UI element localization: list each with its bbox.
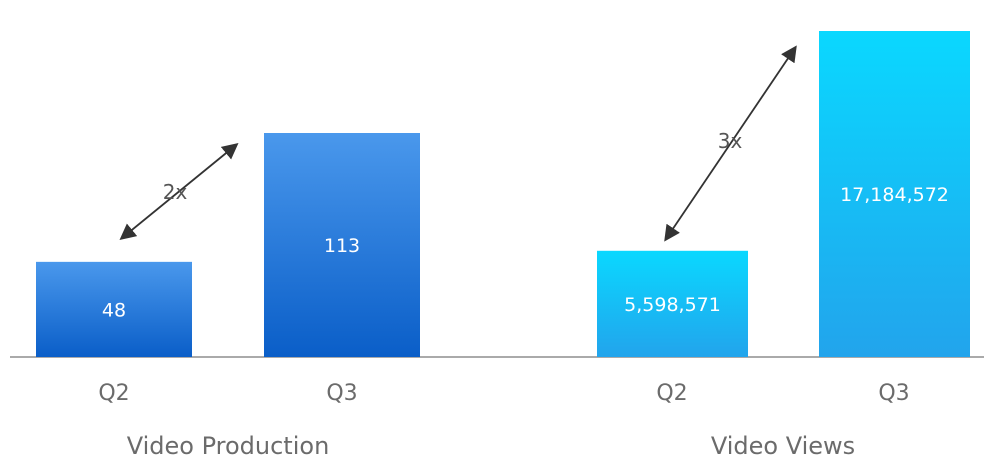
value-label-views-q3: 17,184,572 — [840, 184, 949, 206]
chart-group-video-views: 5,598,571 17,184,572 Q2 Q3 Video Views 3… — [597, 31, 970, 459]
group-title-production: Video Production — [127, 432, 330, 459]
bar-production-q3 — [264, 133, 420, 357]
tick-views-q3: Q3 — [878, 381, 909, 406]
value-label-views-q2: 5,598,571 — [624, 294, 721, 316]
bar-views-q2 — [597, 250, 748, 357]
tick-production-q2: Q2 — [98, 381, 129, 406]
multiplier-label-views: 3x — [718, 129, 743, 153]
bar-production-q2 — [36, 261, 192, 357]
bar-views-q3 — [819, 31, 970, 357]
value-label-production-q2: 48 — [102, 299, 126, 321]
group-title-views: Video Views — [711, 432, 855, 459]
multiplier-label-production: 2x — [163, 180, 188, 204]
tick-views-q2: Q2 — [656, 381, 687, 406]
tick-production-q3: Q3 — [326, 381, 357, 406]
growth-arrow-views — [664, 45, 797, 242]
chart-group-video-production: 48 113 Q2 Q3 Video Production 2x — [36, 133, 420, 459]
growth-arrow-production — [119, 142, 239, 241]
value-label-production-q3: 113 — [324, 235, 360, 257]
